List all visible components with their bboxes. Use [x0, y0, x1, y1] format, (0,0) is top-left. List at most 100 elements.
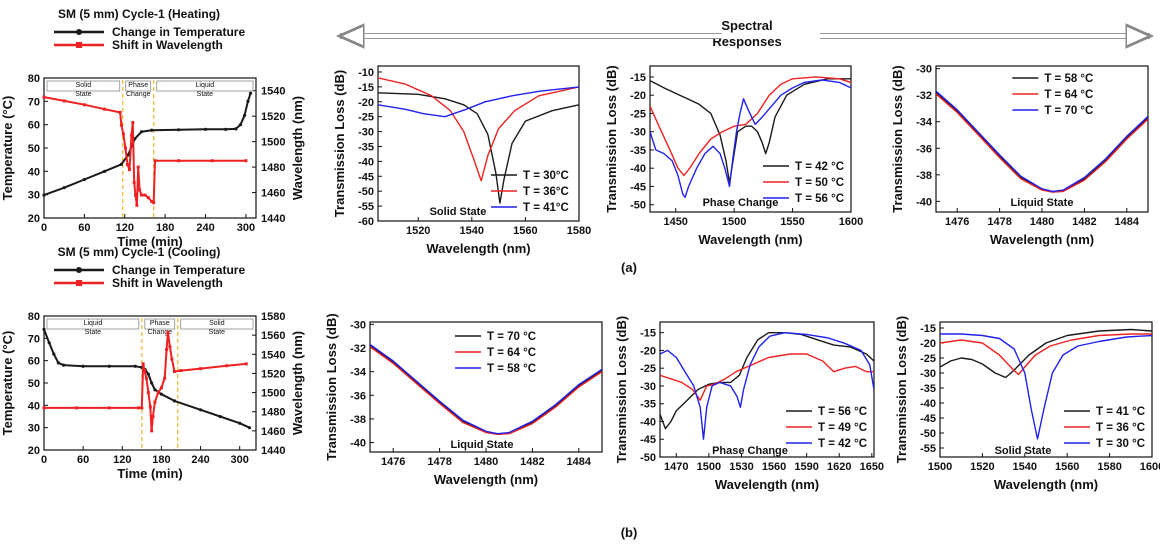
x-tick-label: 1450	[663, 216, 687, 228]
legend-label: T = 70 °C	[487, 331, 536, 343]
y-tick-label: -35	[920, 383, 936, 395]
plot-frame	[377, 65, 580, 222]
x-tick-label: 300	[237, 222, 255, 234]
state-annotation: Liquid State	[1011, 197, 1074, 209]
series-line	[370, 346, 602, 435]
chart-heating: SM (5 mm) Cycle-1 (Heating) Change in Tem…	[0, 7, 305, 249]
data-point	[244, 362, 248, 366]
x-tick-label: 1540	[1013, 461, 1037, 473]
series-line	[940, 328, 1152, 379]
y-axis-label: Transmission Loss (dB)	[890, 65, 905, 212]
series-line	[370, 345, 602, 435]
series-line	[378, 77, 579, 182]
x-tick-label: 1480	[474, 456, 498, 468]
chart-a2: 1450 1500 1550 1600 -15 -20 -25 -30 -35 -40 -45 -50…	[604, 65, 863, 247]
y-tick-label: 60	[28, 120, 40, 132]
data-point	[148, 405, 152, 409]
data-point	[140, 406, 144, 410]
legend-label: T = 56 °C	[795, 193, 844, 205]
y2-tick-label: 1560	[261, 330, 285, 342]
y-tick-label: 40	[28, 400, 40, 412]
legend-marker	[76, 29, 82, 35]
y2-tick-label: 1480	[261, 407, 285, 419]
y2-tick-label: 1440	[261, 213, 285, 225]
state-annotation: Liquid State	[451, 439, 514, 451]
data-point	[151, 415, 155, 418]
y-tick-label: -20	[630, 90, 646, 102]
series-group	[378, 77, 579, 204]
data-point	[47, 341, 51, 345]
y-tick-label: -35	[640, 399, 656, 411]
data-point	[138, 188, 142, 192]
x-tick-label: 1580	[567, 225, 591, 237]
data-point	[172, 399, 177, 403]
y-tick-label: -55	[358, 201, 374, 213]
data-point	[127, 168, 131, 172]
data-point	[146, 391, 150, 395]
data-point	[139, 130, 144, 134]
data-point	[75, 406, 79, 410]
data-point	[144, 376, 148, 380]
region-arrow	[180, 318, 254, 330]
state-annotation: Phase Change	[703, 197, 779, 209]
y-tick-label: -35	[630, 145, 646, 157]
data-point	[249, 91, 253, 95]
y-tick-label: -55	[920, 443, 936, 455]
data-point	[119, 123, 123, 127]
region-label: State	[197, 91, 213, 98]
data-point	[225, 364, 229, 368]
data-point	[132, 180, 136, 184]
y-tick-label: 30	[28, 190, 40, 202]
data-point	[159, 392, 164, 396]
data-point	[234, 127, 238, 131]
figure-header: Responses	[712, 34, 781, 49]
legend-label: Shift in Wavelength	[112, 276, 223, 290]
series-line	[936, 91, 1148, 193]
legend-label: T = 30°C	[523, 170, 569, 182]
data-point	[121, 132, 125, 136]
y-tick-label: -10	[358, 67, 374, 79]
series-line	[940, 333, 1152, 440]
y-tick-label: -50	[920, 428, 936, 440]
x-tick-label: 0	[41, 222, 47, 234]
y-tick-label: -45	[920, 413, 936, 425]
data-point	[238, 421, 242, 425]
data-point	[150, 199, 154, 203]
y-tick-label: -50	[640, 452, 656, 464]
x-tick-label: 1484	[1115, 216, 1140, 228]
data-point	[107, 406, 111, 410]
data-point	[153, 400, 157, 404]
region-label: Phase	[128, 82, 148, 89]
y-tick-label: -60	[358, 216, 374, 228]
data-point	[119, 162, 123, 166]
chart-a1: 1520 1540 1560 1580 -10 -15 -20 -25 -30 -35 -40 -45…	[332, 65, 591, 256]
x-axis-label: Wavelength (nm)	[698, 232, 802, 247]
data-point	[62, 186, 66, 190]
y-axis-label: Temperature (°C)	[0, 331, 15, 436]
y-tick-label: -32	[350, 343, 366, 355]
y-tick-label: -30	[916, 64, 932, 76]
state-annotation: Solid State	[430, 206, 487, 218]
data-point	[107, 364, 111, 368]
legend-label: T = 36 °C	[1096, 422, 1145, 434]
data-point	[134, 193, 138, 197]
y-tick-label: 40	[28, 166, 40, 178]
y-tick-label: -25	[640, 363, 656, 375]
y-tick-label: -34	[916, 117, 933, 129]
series-line	[660, 332, 874, 440]
legend-label: T = 70 °C	[1044, 105, 1093, 117]
y-tick-label: 30	[28, 423, 40, 435]
y-tick-label: -30	[350, 319, 366, 331]
y-tick-label: -30	[920, 368, 936, 380]
x-tick-label: 180	[156, 222, 174, 234]
data-point	[137, 406, 141, 410]
data-point	[210, 159, 214, 163]
x-axis-label: Time (min)	[117, 466, 183, 481]
y-tick-label: -32	[916, 90, 932, 102]
y-tick-label: 60	[28, 356, 40, 368]
chart-b2: 1470 1500 1530 1560 1590 1620 1650 -15 -20 -25 -30…	[614, 316, 884, 492]
y2-tick-label: 1440	[261, 445, 285, 457]
data-point	[135, 203, 139, 207]
data-point	[166, 330, 170, 334]
